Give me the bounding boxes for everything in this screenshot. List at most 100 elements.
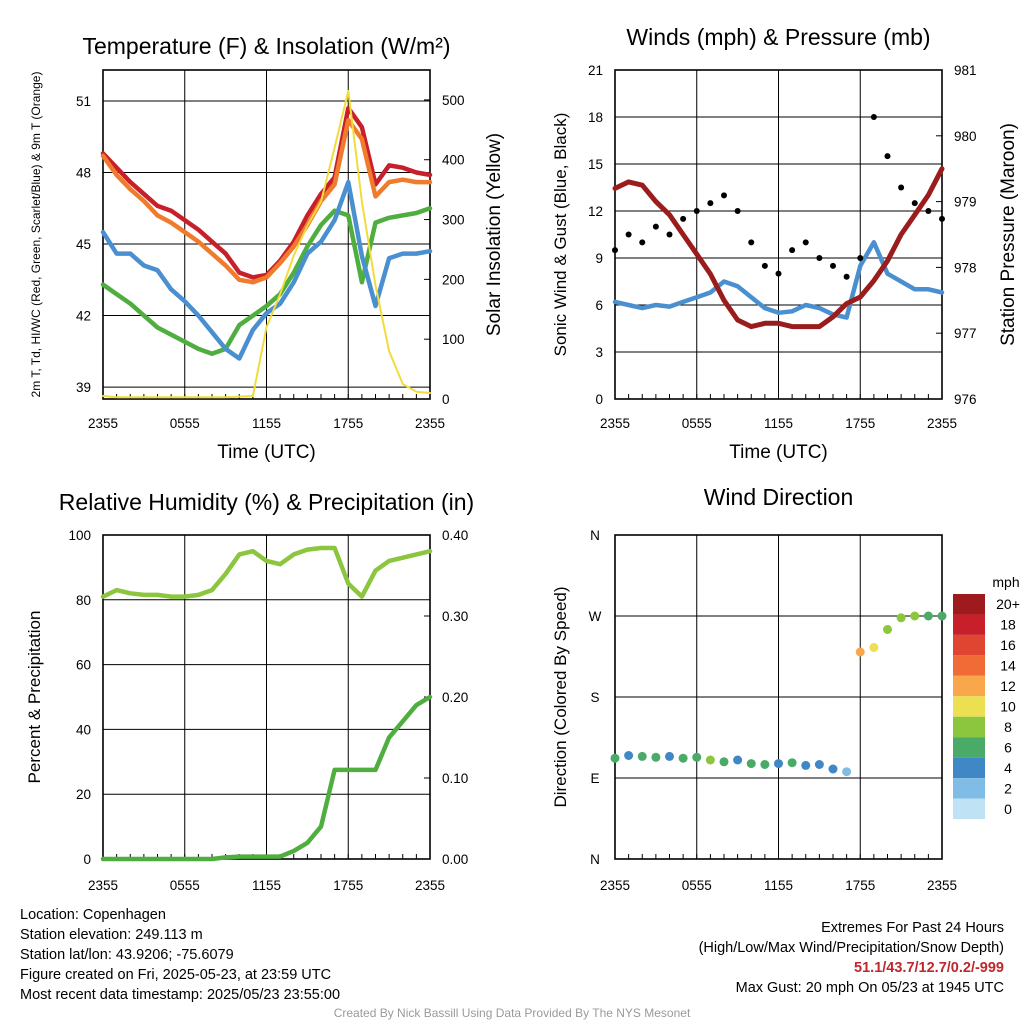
y2-tick-label: 978 bbox=[954, 260, 977, 275]
gust-point bbox=[734, 208, 741, 214]
station-latlon: Station lat/lon: 43.9206; -75.6079 bbox=[20, 947, 234, 963]
y-tick-label: 51 bbox=[76, 94, 91, 109]
y-tick-label: 60 bbox=[76, 658, 91, 673]
y2-tick-label: 979 bbox=[954, 195, 977, 210]
gust-point bbox=[898, 184, 905, 191]
y-tick-label: 0 bbox=[83, 852, 91, 867]
y-tick-label: S bbox=[590, 690, 599, 705]
direction-point bbox=[719, 757, 729, 767]
y2-tick-label: 500 bbox=[442, 93, 465, 108]
direction-point bbox=[910, 611, 920, 621]
series-line-precipitation bbox=[100, 694, 433, 862]
y2-tick-label: 980 bbox=[954, 129, 977, 144]
x-axis-label: Time (UTC) bbox=[729, 442, 828, 463]
x-tick-label: 0555 bbox=[682, 878, 712, 893]
x-tick-label: 2355 bbox=[415, 878, 445, 893]
y2-axis-label: Solar Insolation (Yellow) bbox=[484, 133, 505, 336]
colorbar-label: 2 bbox=[1004, 780, 1012, 796]
gust-point bbox=[884, 153, 891, 160]
y-tick-label: 80 bbox=[76, 593, 91, 608]
colorbar-label: 0 bbox=[1004, 801, 1012, 817]
x-tick-label: 1755 bbox=[333, 878, 363, 893]
x-tick-label: 2355 bbox=[927, 878, 957, 893]
x-tick-label: 1155 bbox=[764, 416, 793, 431]
colorbar-swatch bbox=[953, 655, 985, 676]
y2-tick-label: 0.40 bbox=[442, 528, 468, 543]
series-line-solar-insolation bbox=[102, 89, 431, 399]
colorbar-swatch bbox=[953, 675, 985, 697]
station-location: Location: Copenhagen bbox=[20, 907, 166, 923]
y2-tick-label: 976 bbox=[954, 392, 977, 407]
x-tick-label: 2355 bbox=[88, 416, 118, 431]
direction-point bbox=[746, 759, 756, 769]
y-tick-label: 15 bbox=[588, 157, 603, 172]
colorbar-swatch bbox=[953, 798, 985, 819]
direction-point bbox=[842, 767, 852, 777]
y2-tick-label: 100 bbox=[442, 332, 465, 347]
y2-tick-label: 0.30 bbox=[442, 609, 468, 624]
x-tick-label: 1755 bbox=[845, 878, 875, 893]
y-tick-label: 0 bbox=[595, 392, 603, 407]
gust-point bbox=[857, 255, 864, 261]
gust-point bbox=[911, 200, 918, 207]
direction-point bbox=[801, 760, 811, 770]
gust-point bbox=[666, 231, 673, 238]
figure-created: Figure created on Fri, 2025-05-23, at 23… bbox=[20, 967, 332, 983]
y-tick-label: 12 bbox=[588, 204, 603, 219]
y2-tick-label: 0.00 bbox=[442, 852, 468, 867]
colorbar-title: mph bbox=[992, 574, 1019, 590]
chart-panel-2: Winds (mph) & Pressure (mb) 2355 0555 1155 1… bbox=[551, 24, 1019, 463]
gust-point bbox=[680, 215, 687, 222]
direction-point bbox=[733, 755, 743, 765]
y-axis-label: 2m T, Td, HI/WC (Red, Green, Scarlet/Blu… bbox=[29, 72, 43, 398]
recent-timestamp: Most recent data timestamp: 2025/05/23 2… bbox=[20, 987, 341, 1003]
chart-title: Temperature (F) & Insolation (W/m²) bbox=[82, 33, 450, 59]
gust-point bbox=[870, 114, 877, 120]
colorbar-label: 16 bbox=[1000, 637, 1016, 653]
direction-point bbox=[883, 625, 892, 634]
gust-point bbox=[925, 208, 932, 214]
series-line-sonic-wind bbox=[612, 240, 945, 320]
gust-point bbox=[612, 247, 618, 254]
y-tick-label: 48 bbox=[76, 166, 91, 181]
colorbar-swatch bbox=[953, 614, 985, 635]
direction-point bbox=[923, 611, 933, 621]
colorbar-label: 12 bbox=[1000, 678, 1016, 694]
y-tick-label: 20 bbox=[76, 787, 91, 802]
direction-point bbox=[678, 753, 688, 763]
gust-point bbox=[775, 270, 782, 277]
direction-point bbox=[774, 759, 783, 769]
y2-axis-label: Station Pressure (Maroon) bbox=[998, 123, 1019, 346]
direction-point bbox=[869, 643, 879, 652]
y-tick-label: W bbox=[589, 609, 602, 624]
y-tick-label: 9 bbox=[595, 251, 603, 266]
gust-point bbox=[693, 208, 700, 214]
colorbar-label: 4 bbox=[1004, 760, 1012, 776]
colorbar-swatch bbox=[953, 757, 985, 779]
colorbar-swatch bbox=[953, 696, 985, 717]
gust-point bbox=[843, 273, 850, 280]
y-tick-label: 45 bbox=[76, 237, 91, 252]
y2-tick-label: 0.20 bbox=[442, 690, 468, 705]
direction-point bbox=[855, 647, 865, 657]
x-tick-label: 1755 bbox=[333, 416, 363, 431]
y2-tick-label: 300 bbox=[442, 213, 465, 228]
colorbar-swatch bbox=[953, 716, 985, 738]
gust-point bbox=[816, 255, 823, 261]
x-tick-label: 1755 bbox=[845, 416, 875, 431]
x-tick-label: 1155 bbox=[252, 878, 281, 893]
gust-point bbox=[721, 192, 727, 199]
extremes-subtitle: (High/Low/Max Wind/Precipitation/Snow De… bbox=[698, 940, 1004, 956]
chart-title: Wind Direction bbox=[704, 484, 854, 510]
direction-point bbox=[651, 752, 661, 762]
x-tick-label: 0555 bbox=[170, 878, 200, 893]
colorbar-label: 10 bbox=[1000, 699, 1016, 715]
plot-frame bbox=[614, 534, 943, 860]
series-line-9m-t bbox=[100, 117, 433, 285]
colorbar-label: 6 bbox=[1004, 739, 1012, 755]
y-tick-label: 6 bbox=[595, 298, 603, 313]
y2-tick-label: 0 bbox=[442, 392, 450, 407]
x-tick-label: 2355 bbox=[927, 416, 957, 431]
colorbar-swatch bbox=[953, 737, 985, 758]
